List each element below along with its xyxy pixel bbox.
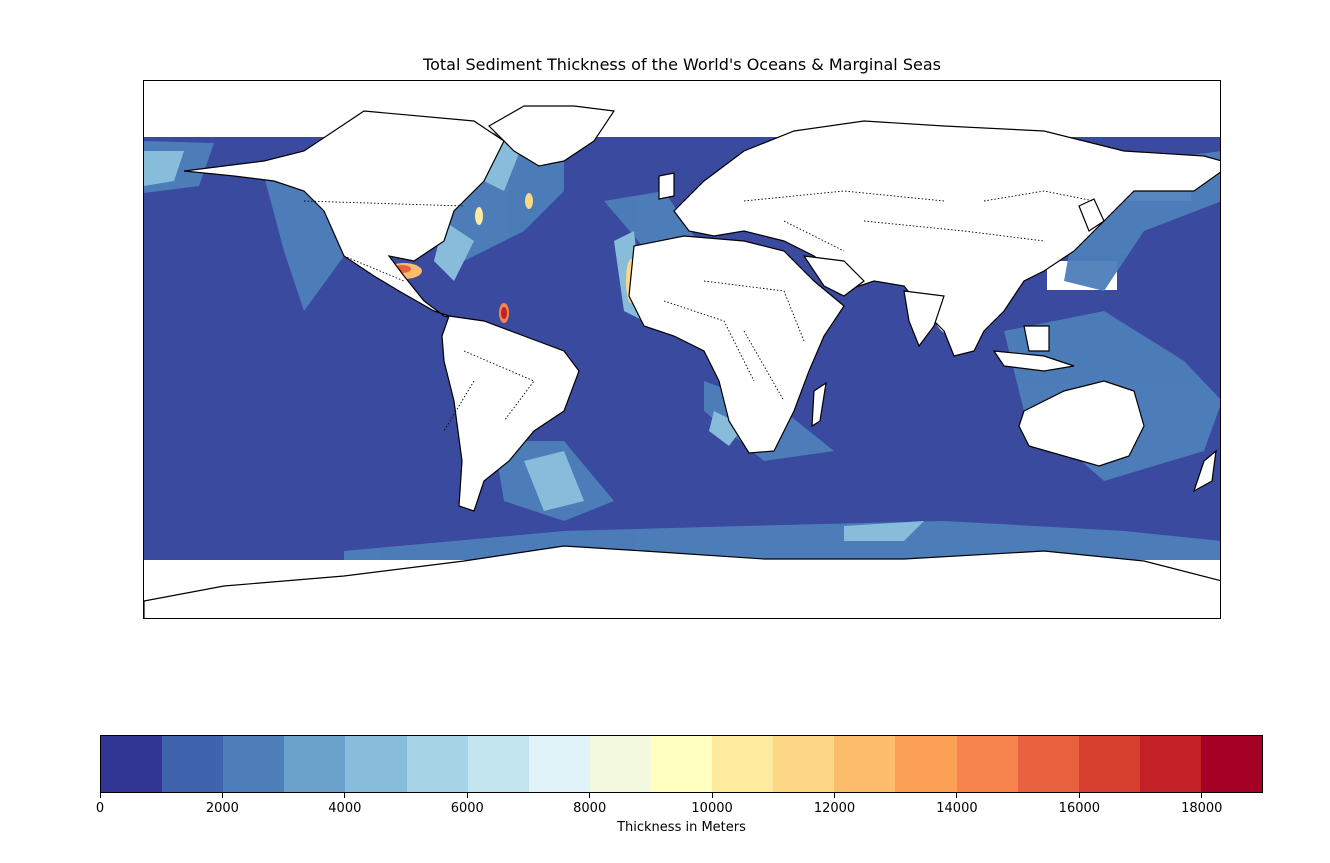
colorbar-ticks: 0 2000 4000 6000 8000 10000 12000 14000 16000 180… <box>96 793 1263 816</box>
tick-mark <box>466 793 468 798</box>
colorbar-bin <box>712 736 774 792</box>
map-panel <box>143 80 1221 619</box>
chart-title: Total Sediment Thickness of the World's … <box>423 55 941 74</box>
tick-mark <box>1078 793 1080 798</box>
tick-mark <box>1201 793 1203 798</box>
tick-label: 0 <box>95 801 105 816</box>
japan <box>1078 198 1105 232</box>
tick-mark <box>344 793 346 798</box>
hotspot-nova-scotia <box>525 193 533 209</box>
tick-label: 12000 <box>813 801 856 816</box>
tick-label: 8000 <box>573 801 607 816</box>
colorbar-bin <box>1200 736 1263 792</box>
tick-label: 10000 <box>691 801 733 816</box>
colorbar-label: Thickness in Meters <box>617 820 746 835</box>
tick-label: 6000 <box>450 801 484 816</box>
colorbar-bin <box>345 736 407 792</box>
tick-label: 14000 <box>936 801 978 816</box>
tick-mark <box>834 793 836 798</box>
colorbar-bin <box>773 736 835 792</box>
colorbar-bin <box>650 736 713 792</box>
colorbar-bin <box>528 736 590 792</box>
north-america <box>183 110 505 322</box>
colorbar-bin <box>1078 736 1140 792</box>
tick-mark <box>956 793 958 798</box>
africa <box>628 235 845 454</box>
great-britain <box>658 172 675 200</box>
india <box>903 290 945 348</box>
greenland <box>488 105 616 167</box>
indonesia <box>992 350 1075 372</box>
arctic-blank <box>144 81 1220 137</box>
colorbar-bin <box>956 736 1018 792</box>
australia <box>1018 380 1145 467</box>
tick-label: 2000 <box>205 801 239 816</box>
madagascar <box>811 381 827 428</box>
colorbar-bin <box>834 736 896 792</box>
tick-mark <box>711 793 713 798</box>
colorbar-bin <box>1017 736 1079 792</box>
tick-mark <box>99 793 101 798</box>
colorbar-bin <box>589 736 651 792</box>
arabia <box>802 255 865 297</box>
world-map <box>144 81 1220 618</box>
tick-mark <box>589 793 591 798</box>
borneo <box>1023 325 1050 352</box>
new-zealand <box>1192 449 1217 493</box>
colorbar-bin <box>101 736 163 792</box>
tick-label: 18000 <box>1181 801 1223 816</box>
tick-label: 16000 <box>1058 801 1101 816</box>
colorbar-bin <box>284 736 346 792</box>
colorbar-bin <box>162 736 224 792</box>
tick-label: 4000 <box>328 801 362 816</box>
south-america <box>441 315 580 512</box>
colorbar-bin <box>406 736 468 792</box>
colorbar-bin <box>895 736 957 792</box>
colorbar-bin <box>467 736 529 792</box>
colorbar-bin <box>1139 736 1201 792</box>
antarctica <box>144 545 1220 618</box>
colorbar-bin <box>223 736 285 792</box>
colorbar <box>100 735 1263 793</box>
tick-mark <box>221 793 223 798</box>
land-masses <box>144 105 1220 618</box>
country-borders <box>303 190 1095 432</box>
hotspot-us-east-coast <box>475 207 483 225</box>
